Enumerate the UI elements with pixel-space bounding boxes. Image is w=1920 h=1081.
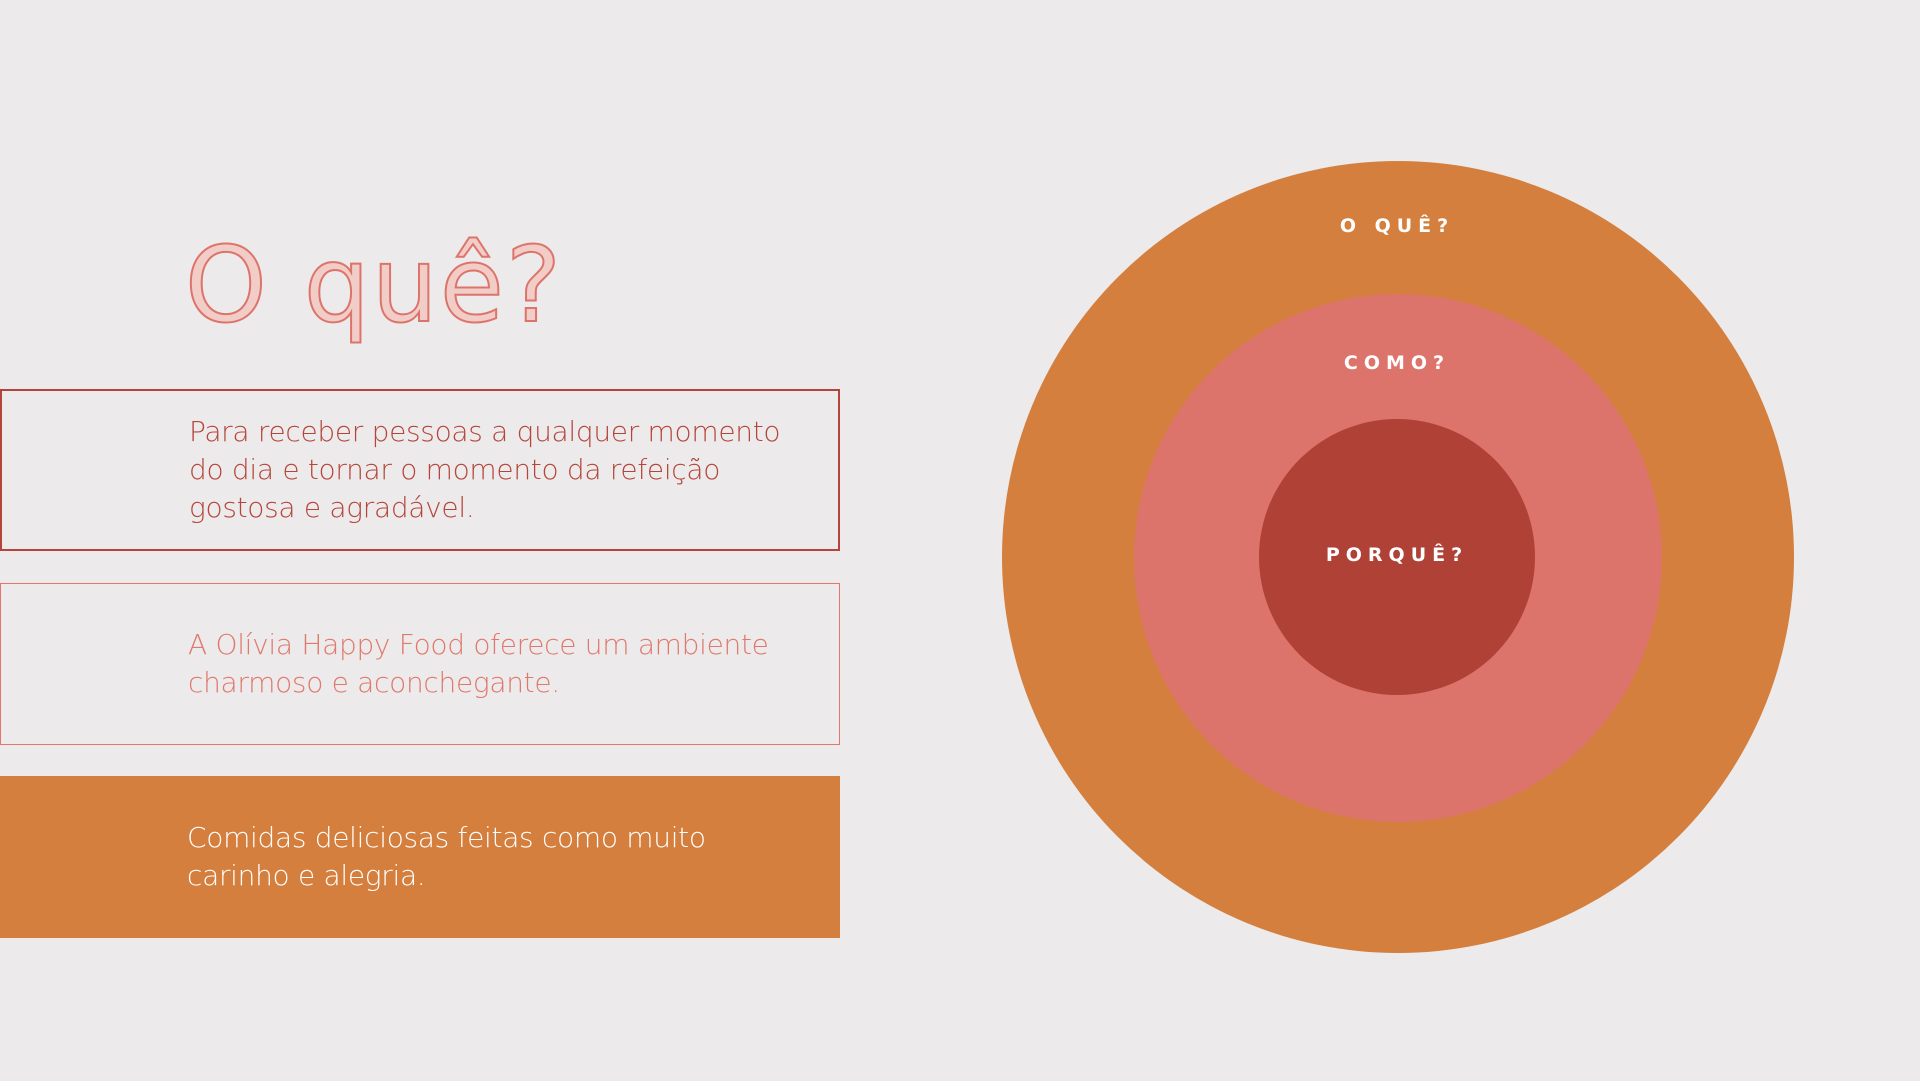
box-text: Para receber pessoas a qualquer momento … — [189, 415, 781, 524]
middle-circle-label: COMO? — [1343, 352, 1451, 374]
inner-circle-label: PORQUÊ? — [1325, 544, 1469, 566]
box-text: A Olívia Happy Food oferece um ambiente … — [188, 628, 769, 699]
box-text: Comidas deliciosas feitas como muito car… — [187, 821, 706, 892]
inner-circle — [1259, 419, 1535, 695]
page-title: O quê? — [184, 224, 564, 346]
what-box-why: Para receber pessoas a qualquer momento … — [0, 389, 840, 551]
what-box-what: Comidas deliciosas feitas como muito car… — [0, 776, 840, 938]
what-box-how: A Olívia Happy Food oferece um ambiente … — [0, 583, 840, 745]
outer-circle-label: O QUÊ? — [1339, 215, 1455, 237]
